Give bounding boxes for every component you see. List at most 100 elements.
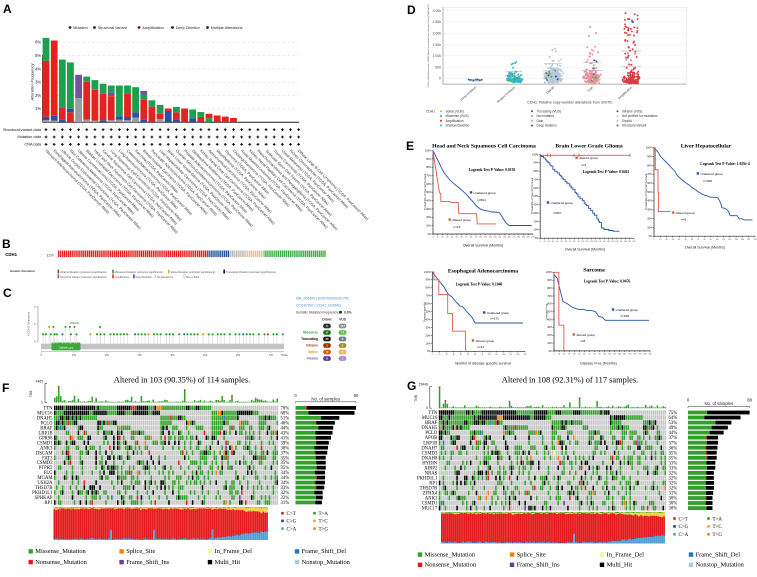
svg-text:n=8: n=8 [580,339,586,343]
svg-text:160: 160 [754,239,757,241]
svg-text:Not profiled: Not profiled [186,275,200,279]
svg-text:20%: 20% [425,333,431,337]
svg-text:130: 130 [618,354,621,356]
svg-text:170: 170 [638,354,641,356]
svg-text:Altered group: Altered group [576,333,595,337]
svg-text:50: 50 [578,354,580,356]
svg-text:C>G: C>G [679,525,689,530]
svg-text:140: 140 [498,237,501,239]
svg-text:50: 50 [467,354,469,356]
svg-text:150: 150 [747,239,750,241]
svg-text:V832Gfs: V832Gfs [70,322,80,325]
svg-text:40: 40 [451,237,453,239]
svg-text:60: 60 [461,237,463,239]
svg-text:160: 160 [508,237,511,239]
svg-text:Structural variant data: Structural variant data [3,127,42,132]
svg-text:110: 110 [586,241,589,243]
svg-text:80%: 80% [425,286,431,290]
svg-text:10%: 10% [547,341,553,345]
svg-text:No. of samples: No. of samples [704,401,733,406]
svg-text:Amplification: Amplification [446,119,464,123]
svg-text:Disease-specific: Disease-specific [423,301,427,322]
svg-text:70%: 70% [425,294,431,298]
svg-text:3.00k: 3.00k [432,9,441,13]
svg-text:Shallow Deletion: Shallow Deletion [446,124,470,128]
svg-text:Inframe: Inframe [306,344,318,348]
svg-text:80: 80 [593,354,595,356]
svg-text:C>A: C>A [287,527,297,532]
svg-text:n=504: n=504 [477,198,486,202]
svg-text:50: 50 [561,241,563,243]
svg-text:100: 100 [716,239,719,241]
svg-text:No alterations: No alterations [157,275,174,279]
svg-text:90: 90 [710,239,712,241]
svg-text:90: 90 [496,354,498,356]
svg-text:80: 80 [488,354,490,356]
svg-text:200: 200 [624,241,627,243]
svg-text:80%: 80% [533,169,539,173]
svg-text:Mutation: Mutation [73,26,88,30]
svg-text:20: 20 [563,354,565,356]
svg-text:120: 120 [489,237,492,239]
svg-text:In_Frame_Del: In_Frame_Del [607,551,644,558]
svg-text:TMB: TMB [29,391,33,398]
svg-text:RP1: RP1 [44,501,53,506]
svg-text:0: 0 [654,239,655,241]
svg-text:Overall Survival (Months): Overall Survival (Months) [685,246,725,250]
svg-text:n=507: n=507 [553,211,562,215]
svg-text:Not profiled for mutations: Not profiled for mutations [622,114,658,118]
svg-text:20: 20 [666,239,668,241]
svg-text:C>A: C>A [679,533,689,538]
svg-text:700: 700 [269,353,274,357]
svg-text:No. of samples: No. of samples [311,396,340,401]
svg-text:170: 170 [513,237,516,239]
svg-text:40: 40 [556,241,558,243]
svg-text:Altered in 108 (92.31%) of 117: Altered in 108 (92.31%) of 117 samples. [502,376,638,385]
svg-text:Overall Survival (Months): Overall Survival (Months) [463,244,503,248]
svg-text:Nonstop_Mutation: Nonstop_Mutation [696,562,745,569]
svg-text:Deep Deletion: Deep Deletion [537,124,557,128]
svg-text:70%: 70% [533,177,539,181]
svg-text:80: 80 [354,393,359,398]
svg-text:T>G: T>G [319,527,329,532]
svg-text:4%: 4% [35,66,41,71]
svg-text:Altered group: Altered group [676,211,695,215]
svg-text:200: 200 [527,237,530,239]
svg-text:110: 110 [608,354,611,356]
svg-text:90%: 90% [647,155,653,159]
svg-text:Brain Lower Grade Glioma: Brain Lower Grade Glioma [555,144,623,150]
svg-text:⋯: ⋯ [57,264,60,267]
svg-text:Overall Survival (Months): Overall Survival (Months) [565,248,605,252]
svg-text:Splice: Splice [308,350,318,354]
svg-text:1.00k: 1.00k [432,54,441,58]
svg-text:90%: 90% [547,278,553,282]
svg-text:n=11: n=11 [477,345,484,349]
svg-text:20: 20 [446,354,448,356]
svg-text:180: 180 [615,241,618,243]
svg-text:Probability of Overall Surviva: Probability of Overall Survival [530,177,534,214]
svg-text:2.00k: 2.00k [432,32,441,36]
svg-text:100%: 100% [532,152,539,156]
svg-text:TMB: TMB [414,395,418,402]
svg-text:4465: 4465 [36,380,44,384]
svg-text:Altered group: Altered group [452,218,471,222]
svg-text:Disease Free: Disease Free [545,303,549,320]
svg-text:Missense_Mutation: Missense_Mutation [425,551,476,558]
svg-text:Unaltered group: Unaltered group [474,191,496,195]
svg-text:10: 10 [558,354,560,356]
svg-text:Frame_Shift_Ins: Frame_Shift_Ins [517,562,560,569]
svg-text:6%: 6% [35,40,41,45]
svg-text:10%: 10% [533,228,539,232]
svg-text:C>T: C>T [287,512,296,517]
svg-text:20%: 20% [426,215,432,219]
svg-text:30: 30 [552,241,554,243]
svg-text:In_Frame_Del: In_Frame_Del [215,548,252,555]
svg-text:Head and Neck Squamous Cell Ca: Head and Neck Squamous Cell Carcinoma [432,144,536,150]
svg-text:80%: 80% [547,286,553,290]
svg-text:35: 35 [325,337,329,341]
svg-text:Inframe (VUS): Inframe (VUS) [622,109,642,113]
svg-text:2.50k: 2.50k [432,20,441,24]
svg-text:T>A: T>A [319,512,329,517]
svg-text:Altered in 103 (90.35%) of 114: Altered in 103 (90.35%) of 114 samples. [114,376,250,385]
svg-text:Frame_Shift_Del: Frame_Shift_Del [302,548,347,555]
